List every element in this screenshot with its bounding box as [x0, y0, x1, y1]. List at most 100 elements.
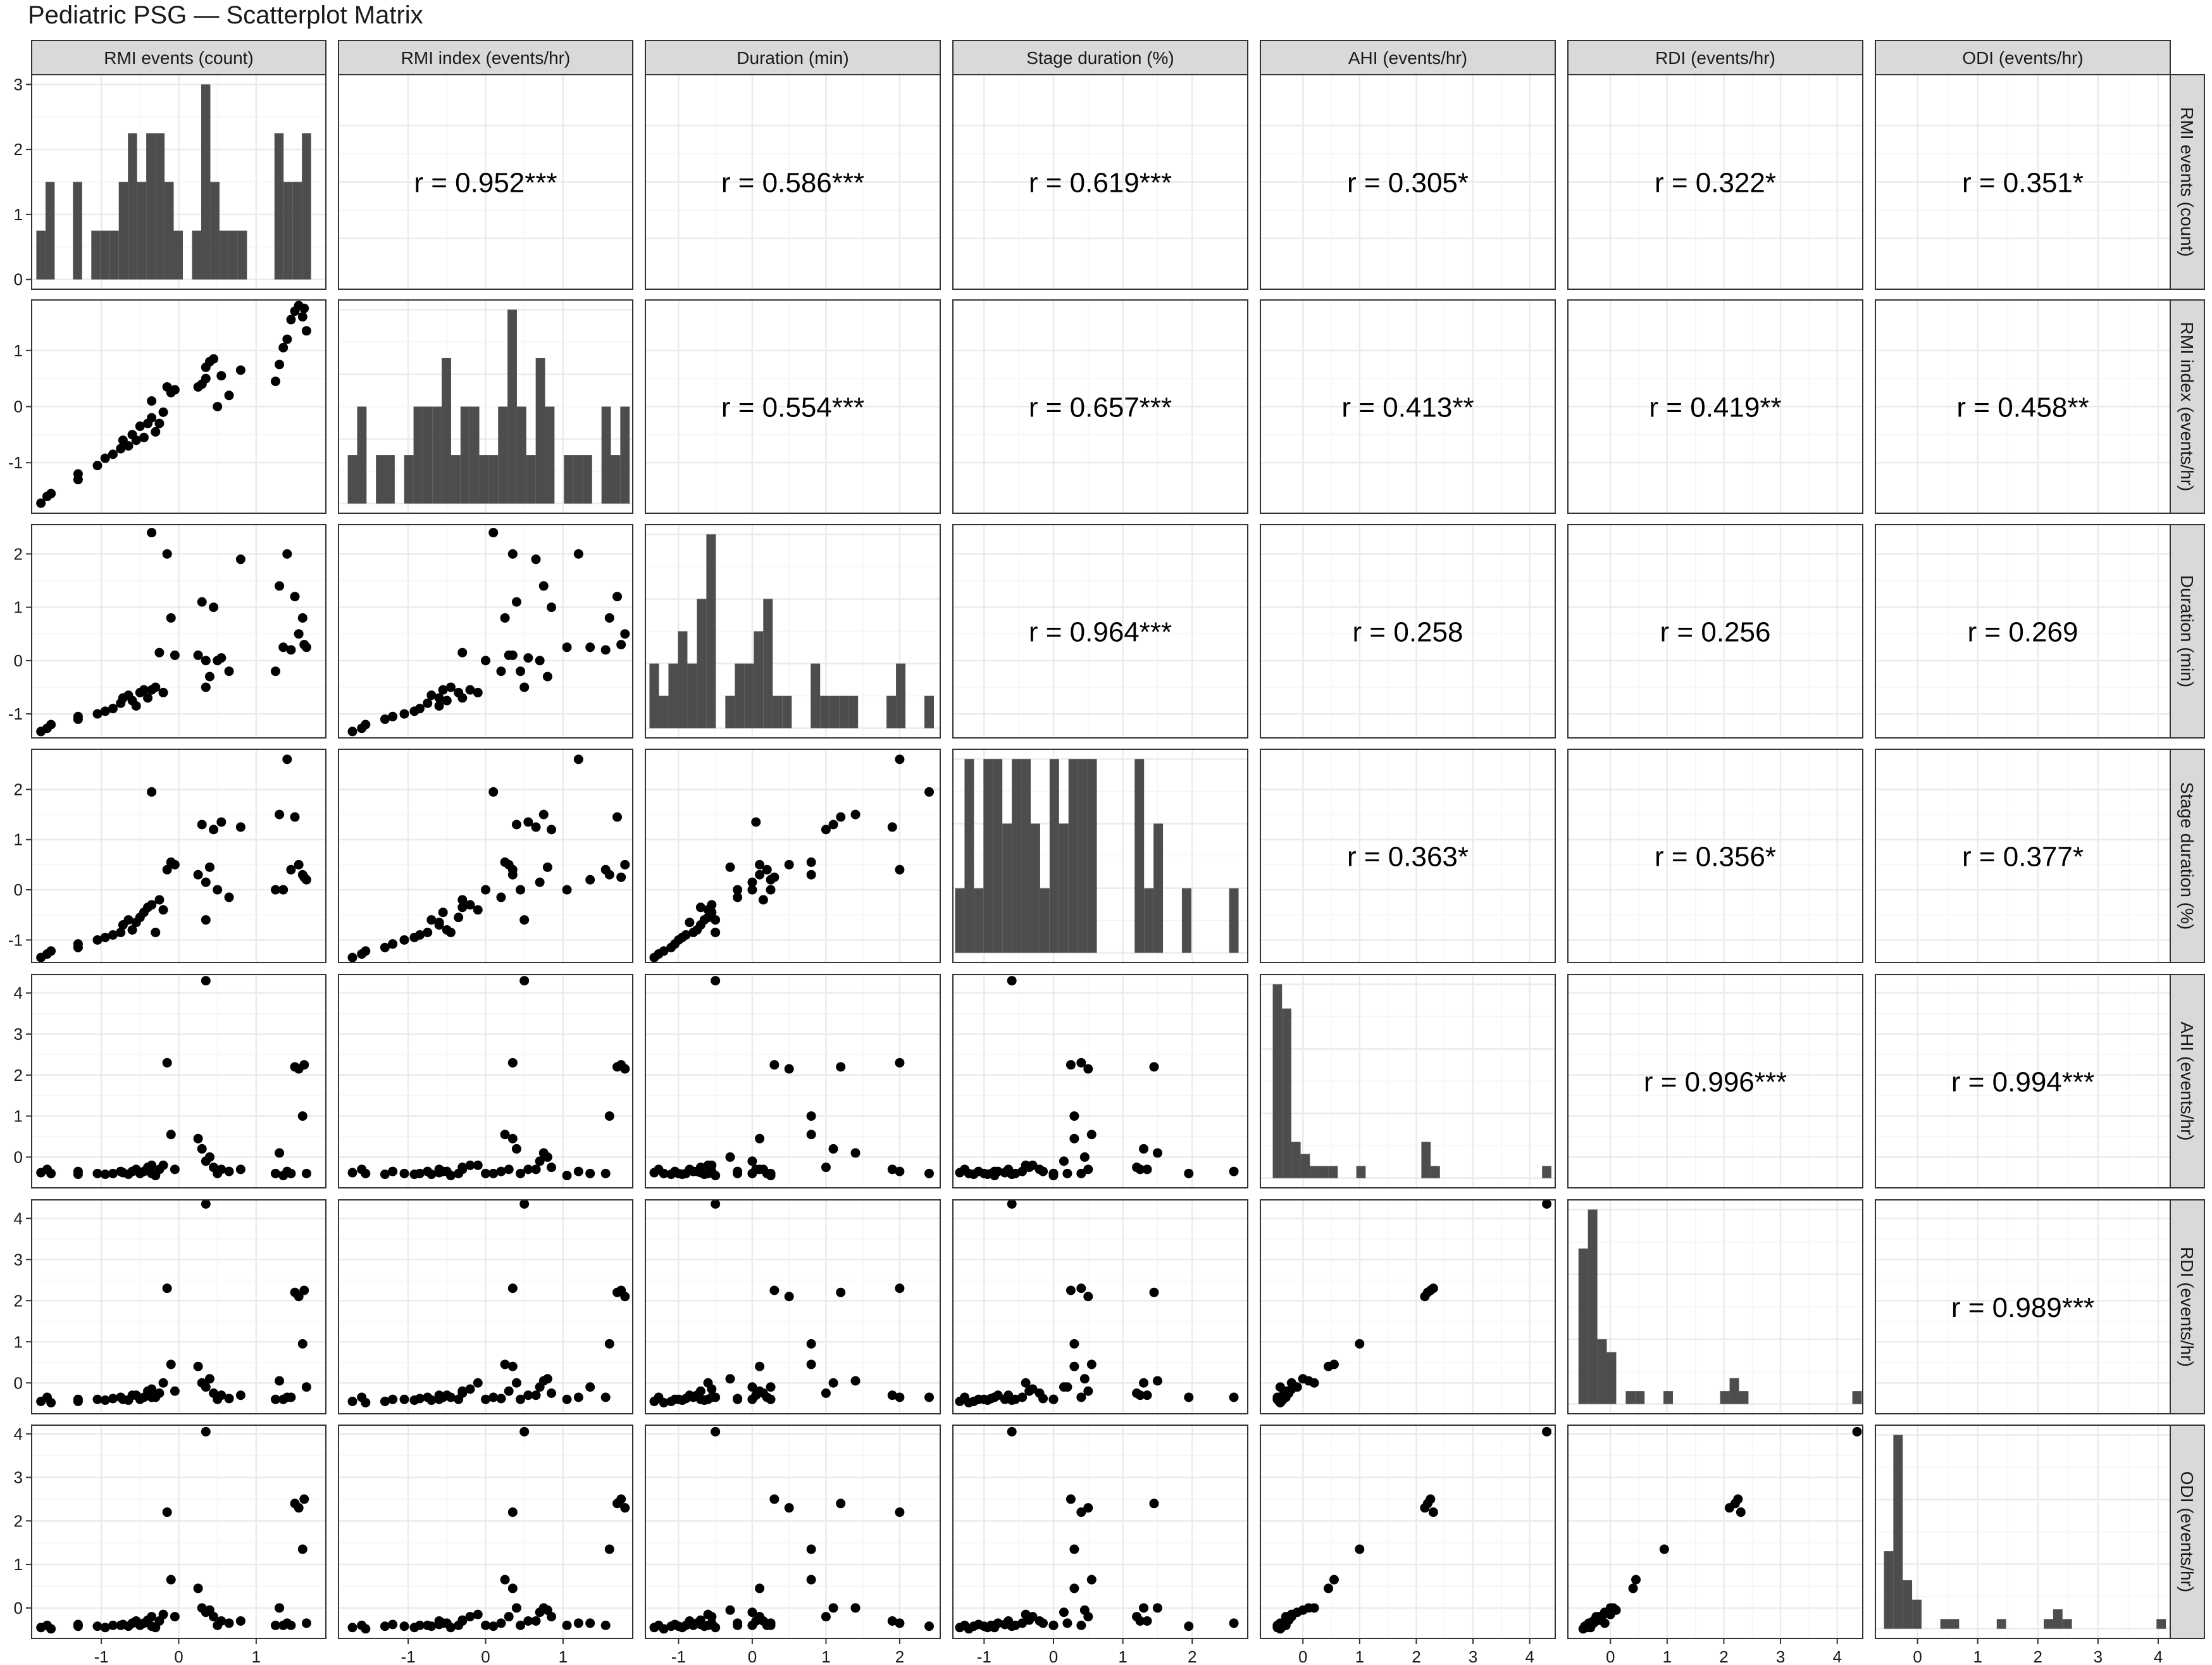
- histogram-bar: [1272, 984, 1283, 1178]
- data-point: [73, 1394, 83, 1404]
- x-axis-tick-label: 4: [2154, 1647, 2163, 1665]
- data-point: [204, 1152, 214, 1162]
- data-point: [147, 1160, 157, 1170]
- histogram-bar: [292, 182, 302, 280]
- correlation-panel: [952, 524, 1248, 739]
- row-strip: Stage duration (%): [2170, 749, 2205, 963]
- data-point: [473, 1378, 483, 1388]
- data-point: [143, 693, 153, 703]
- data-point: [213, 402, 223, 411]
- histogram-bar: [2044, 1619, 2053, 1629]
- data-point: [216, 817, 227, 827]
- data-point: [445, 1171, 456, 1181]
- histogram-bar: [165, 182, 174, 280]
- data-point: [1069, 1133, 1079, 1144]
- data-point: [604, 1339, 614, 1349]
- panel-background: [1568, 975, 1863, 1188]
- data-point: [108, 449, 118, 459]
- data-point: [1069, 1361, 1079, 1371]
- x-axis-tick-label: 1: [1118, 1647, 1127, 1665]
- histogram-panel: [645, 524, 941, 739]
- data-point: [209, 1612, 219, 1622]
- panel-background: [953, 1425, 1248, 1638]
- data-point: [457, 1616, 468, 1626]
- data-point: [516, 666, 526, 677]
- panel-background: [1568, 1425, 1863, 1638]
- data-point: [523, 653, 533, 663]
- data-point: [616, 1494, 626, 1504]
- row-strip-label: RMI index (events/hr): [2177, 322, 2197, 492]
- data-point: [347, 1168, 357, 1178]
- data-point: [399, 1168, 409, 1178]
- data-point: [1066, 1494, 1076, 1504]
- x-axis-tick-label: 0: [481, 1647, 490, 1665]
- x-axis-tick-label: -1: [401, 1647, 416, 1665]
- data-point: [1038, 1394, 1048, 1404]
- histogram-bar: [100, 230, 110, 280]
- data-point: [294, 1292, 304, 1302]
- data-point: [1142, 1390, 1152, 1400]
- correlation-label: r = 0.996***: [1644, 1067, 1787, 1098]
- data-point: [1229, 1618, 1239, 1628]
- histogram-bar: [601, 406, 611, 504]
- data-point: [585, 642, 595, 652]
- data-point: [282, 549, 292, 559]
- histogram-panel: [338, 299, 633, 514]
- data-point: [821, 1163, 831, 1173]
- data-point: [426, 1621, 437, 1631]
- y-axis-tick-label: 4: [14, 983, 23, 1002]
- histogram-bar: [2156, 1619, 2166, 1629]
- data-point: [755, 1133, 765, 1144]
- x-axis-tick-label: 4: [1525, 1647, 1534, 1665]
- data-point: [519, 976, 530, 986]
- data-point: [600, 1392, 611, 1402]
- histogram-bar: [1597, 1339, 1607, 1404]
- row-strip-label: Stage duration (%): [2177, 782, 2197, 930]
- data-point: [1083, 1164, 1093, 1175]
- data-point: [547, 825, 557, 835]
- data-point: [600, 1168, 611, 1178]
- histogram-bar: [146, 133, 156, 280]
- data-point: [275, 1603, 285, 1613]
- data-point: [290, 812, 300, 822]
- data-point: [751, 1616, 761, 1626]
- panel-background: [1568, 525, 1863, 738]
- histogram-bar: [1282, 1008, 1291, 1178]
- scatter-panel: [645, 749, 941, 963]
- data-point: [162, 1283, 172, 1294]
- correlation-label: r = 0.377*: [1962, 842, 2084, 873]
- data-point: [766, 1382, 776, 1392]
- data-point: [438, 1166, 448, 1176]
- panel-border: [1875, 749, 2171, 963]
- y-axis-tick-label: 1: [14, 1555, 23, 1574]
- data-point: [100, 706, 110, 716]
- data-point: [193, 1583, 203, 1593]
- row-strip-background: [2170, 974, 2205, 1188]
- y-axis-tick-label: 1: [14, 598, 23, 617]
- x-axis-tick-label: 1: [252, 1647, 261, 1665]
- data-point: [438, 1392, 448, 1402]
- histogram-bar: [611, 455, 621, 504]
- histogram-bar: [1300, 1154, 1310, 1178]
- data-point: [924, 787, 935, 797]
- correlation-panel: [952, 74, 1248, 290]
- data-point: [286, 315, 296, 325]
- column-strip-background: [645, 40, 941, 75]
- data-point: [562, 1171, 572, 1181]
- data-point: [275, 581, 285, 591]
- data-point: [46, 489, 56, 499]
- x-axis-tick-label: 0: [748, 1647, 757, 1665]
- data-point: [73, 939, 83, 949]
- data-point: [762, 1392, 772, 1402]
- data-point: [380, 714, 390, 725]
- data-point: [488, 787, 499, 797]
- histogram-bar: [1229, 888, 1239, 953]
- data-point: [496, 666, 506, 677]
- panel-border: [645, 1425, 941, 1639]
- data-point: [170, 859, 180, 870]
- data-point: [1324, 1583, 1334, 1593]
- data-point: [1275, 1382, 1285, 1392]
- data-point: [924, 1392, 935, 1402]
- data-point: [585, 875, 595, 885]
- histogram-bar: [36, 230, 46, 280]
